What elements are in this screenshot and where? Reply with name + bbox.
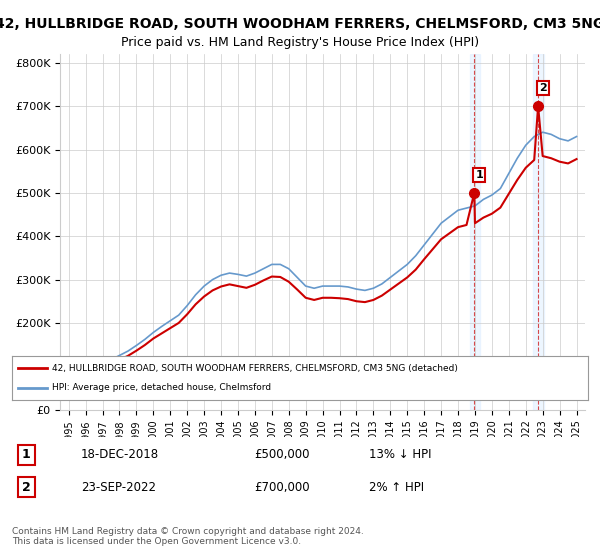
- Text: £700,000: £700,000: [254, 480, 310, 494]
- Text: 13% ↓ HPI: 13% ↓ HPI: [369, 449, 431, 461]
- Text: 23-SEP-2022: 23-SEP-2022: [81, 480, 156, 494]
- Text: 18-DEC-2018: 18-DEC-2018: [81, 449, 159, 461]
- Text: £500,000: £500,000: [254, 449, 310, 461]
- Bar: [470, 54, 480, 409]
- Text: Contains HM Land Registry data © Crown copyright and database right 2024.
This d: Contains HM Land Registry data © Crown c…: [12, 526, 364, 546]
- Text: 2: 2: [539, 83, 547, 93]
- Text: 42, HULLBRIDGE ROAD, SOUTH WOODHAM FERRERS, CHELMSFORD, CM3 5NG: 42, HULLBRIDGE ROAD, SOUTH WOODHAM FERRE…: [0, 17, 600, 31]
- Text: 2: 2: [22, 480, 31, 494]
- Bar: [533, 54, 544, 409]
- Text: 1: 1: [475, 170, 483, 180]
- Text: HPI: Average price, detached house, Chelmsford: HPI: Average price, detached house, Chel…: [52, 384, 271, 393]
- Text: 2% ↑ HPI: 2% ↑ HPI: [369, 480, 424, 494]
- Text: 1: 1: [22, 449, 31, 461]
- Text: Price paid vs. HM Land Registry's House Price Index (HPI): Price paid vs. HM Land Registry's House …: [121, 36, 479, 49]
- Text: 42, HULLBRIDGE ROAD, SOUTH WOODHAM FERRERS, CHELMSFORD, CM3 5NG (detached): 42, HULLBRIDGE ROAD, SOUTH WOODHAM FERRE…: [52, 363, 458, 372]
